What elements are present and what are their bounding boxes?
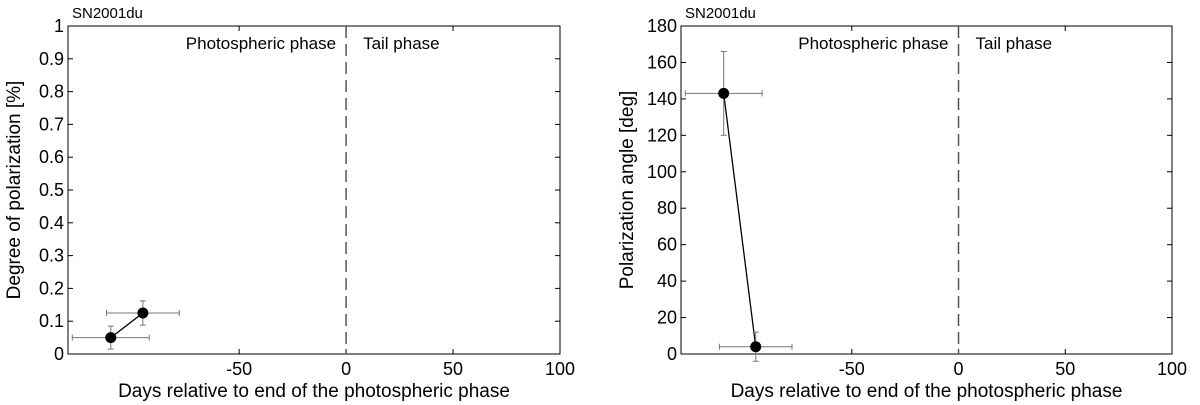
y-tick-label: 0.2 <box>39 278 64 298</box>
x-tick-label: 0 <box>341 359 351 379</box>
x-tick-label: 50 <box>443 359 463 379</box>
y-tick-label: 0.7 <box>39 114 64 134</box>
photospheric-phase-label: Photospheric phase <box>186 34 336 53</box>
plot-frame <box>67 25 561 355</box>
y-tick-label: 0 <box>54 344 64 364</box>
x-tick-label: 100 <box>1157 359 1187 379</box>
tail-phase-label: Tail phase <box>363 34 440 53</box>
x-tick-label: -50 <box>839 359 865 379</box>
y-tick-label: 20 <box>657 308 677 328</box>
x-axis-label: Days relative to end of the photospheric… <box>118 381 510 402</box>
y-tick-label: 40 <box>657 271 677 291</box>
x-tick-label: -50 <box>226 359 252 379</box>
data-point <box>750 341 762 353</box>
y-tick-label: 0 <box>667 344 677 364</box>
y-tick-label: 0.3 <box>39 246 64 266</box>
series-line <box>110 312 144 339</box>
x-tick-label: 100 <box>545 359 575 379</box>
tail-phase-label: Tail phase <box>976 34 1053 53</box>
y-tick-label: 60 <box>657 235 677 255</box>
y-axis-label: Degree of polarization [%] <box>4 81 25 300</box>
x-tick-label: 0 <box>954 359 964 379</box>
y-tick-label: 0.8 <box>39 82 64 102</box>
chart-2: SN2001du 0 20 40 60 80 100 120 140 160 180 -50 0 50 10… <box>617 5 1187 402</box>
chart-title: SN2001du <box>72 5 143 22</box>
y-axis-label: Polarization angle [deg] <box>617 91 638 290</box>
series-line <box>723 93 757 347</box>
y-tick-label: 0.1 <box>39 311 64 331</box>
y-tick-label: 0.6 <box>39 147 64 167</box>
y-tick-label: 120 <box>647 125 677 145</box>
data-point <box>105 332 117 344</box>
x-tick-label: 50 <box>1055 359 1075 379</box>
y-tick-label: 180 <box>647 16 677 36</box>
y-tick-label: 160 <box>647 52 677 72</box>
y-tick-label: 0.4 <box>39 213 64 233</box>
photospheric-phase-label: Photospheric phase <box>798 34 948 53</box>
chart-1: SN2001du 0 0.1 0.2 0.3 0.4 0.5 0.6 0.7 0.8 0.9 1 -50… <box>4 5 575 402</box>
y-tick-label: 140 <box>647 89 677 109</box>
chart-title: SN2001du <box>685 5 756 22</box>
y-tick-label: 1 <box>54 16 64 36</box>
x-axis-label: Days relative to end of the photospheric… <box>731 381 1123 402</box>
y-tick-label: 0.9 <box>39 49 64 69</box>
data-point <box>718 87 730 99</box>
data-point <box>137 307 149 319</box>
y-tick-label: 80 <box>657 198 677 218</box>
y-tick-label: 0.5 <box>39 180 64 200</box>
plot-frame <box>680 25 1173 355</box>
y-tick-label: 100 <box>647 162 677 182</box>
